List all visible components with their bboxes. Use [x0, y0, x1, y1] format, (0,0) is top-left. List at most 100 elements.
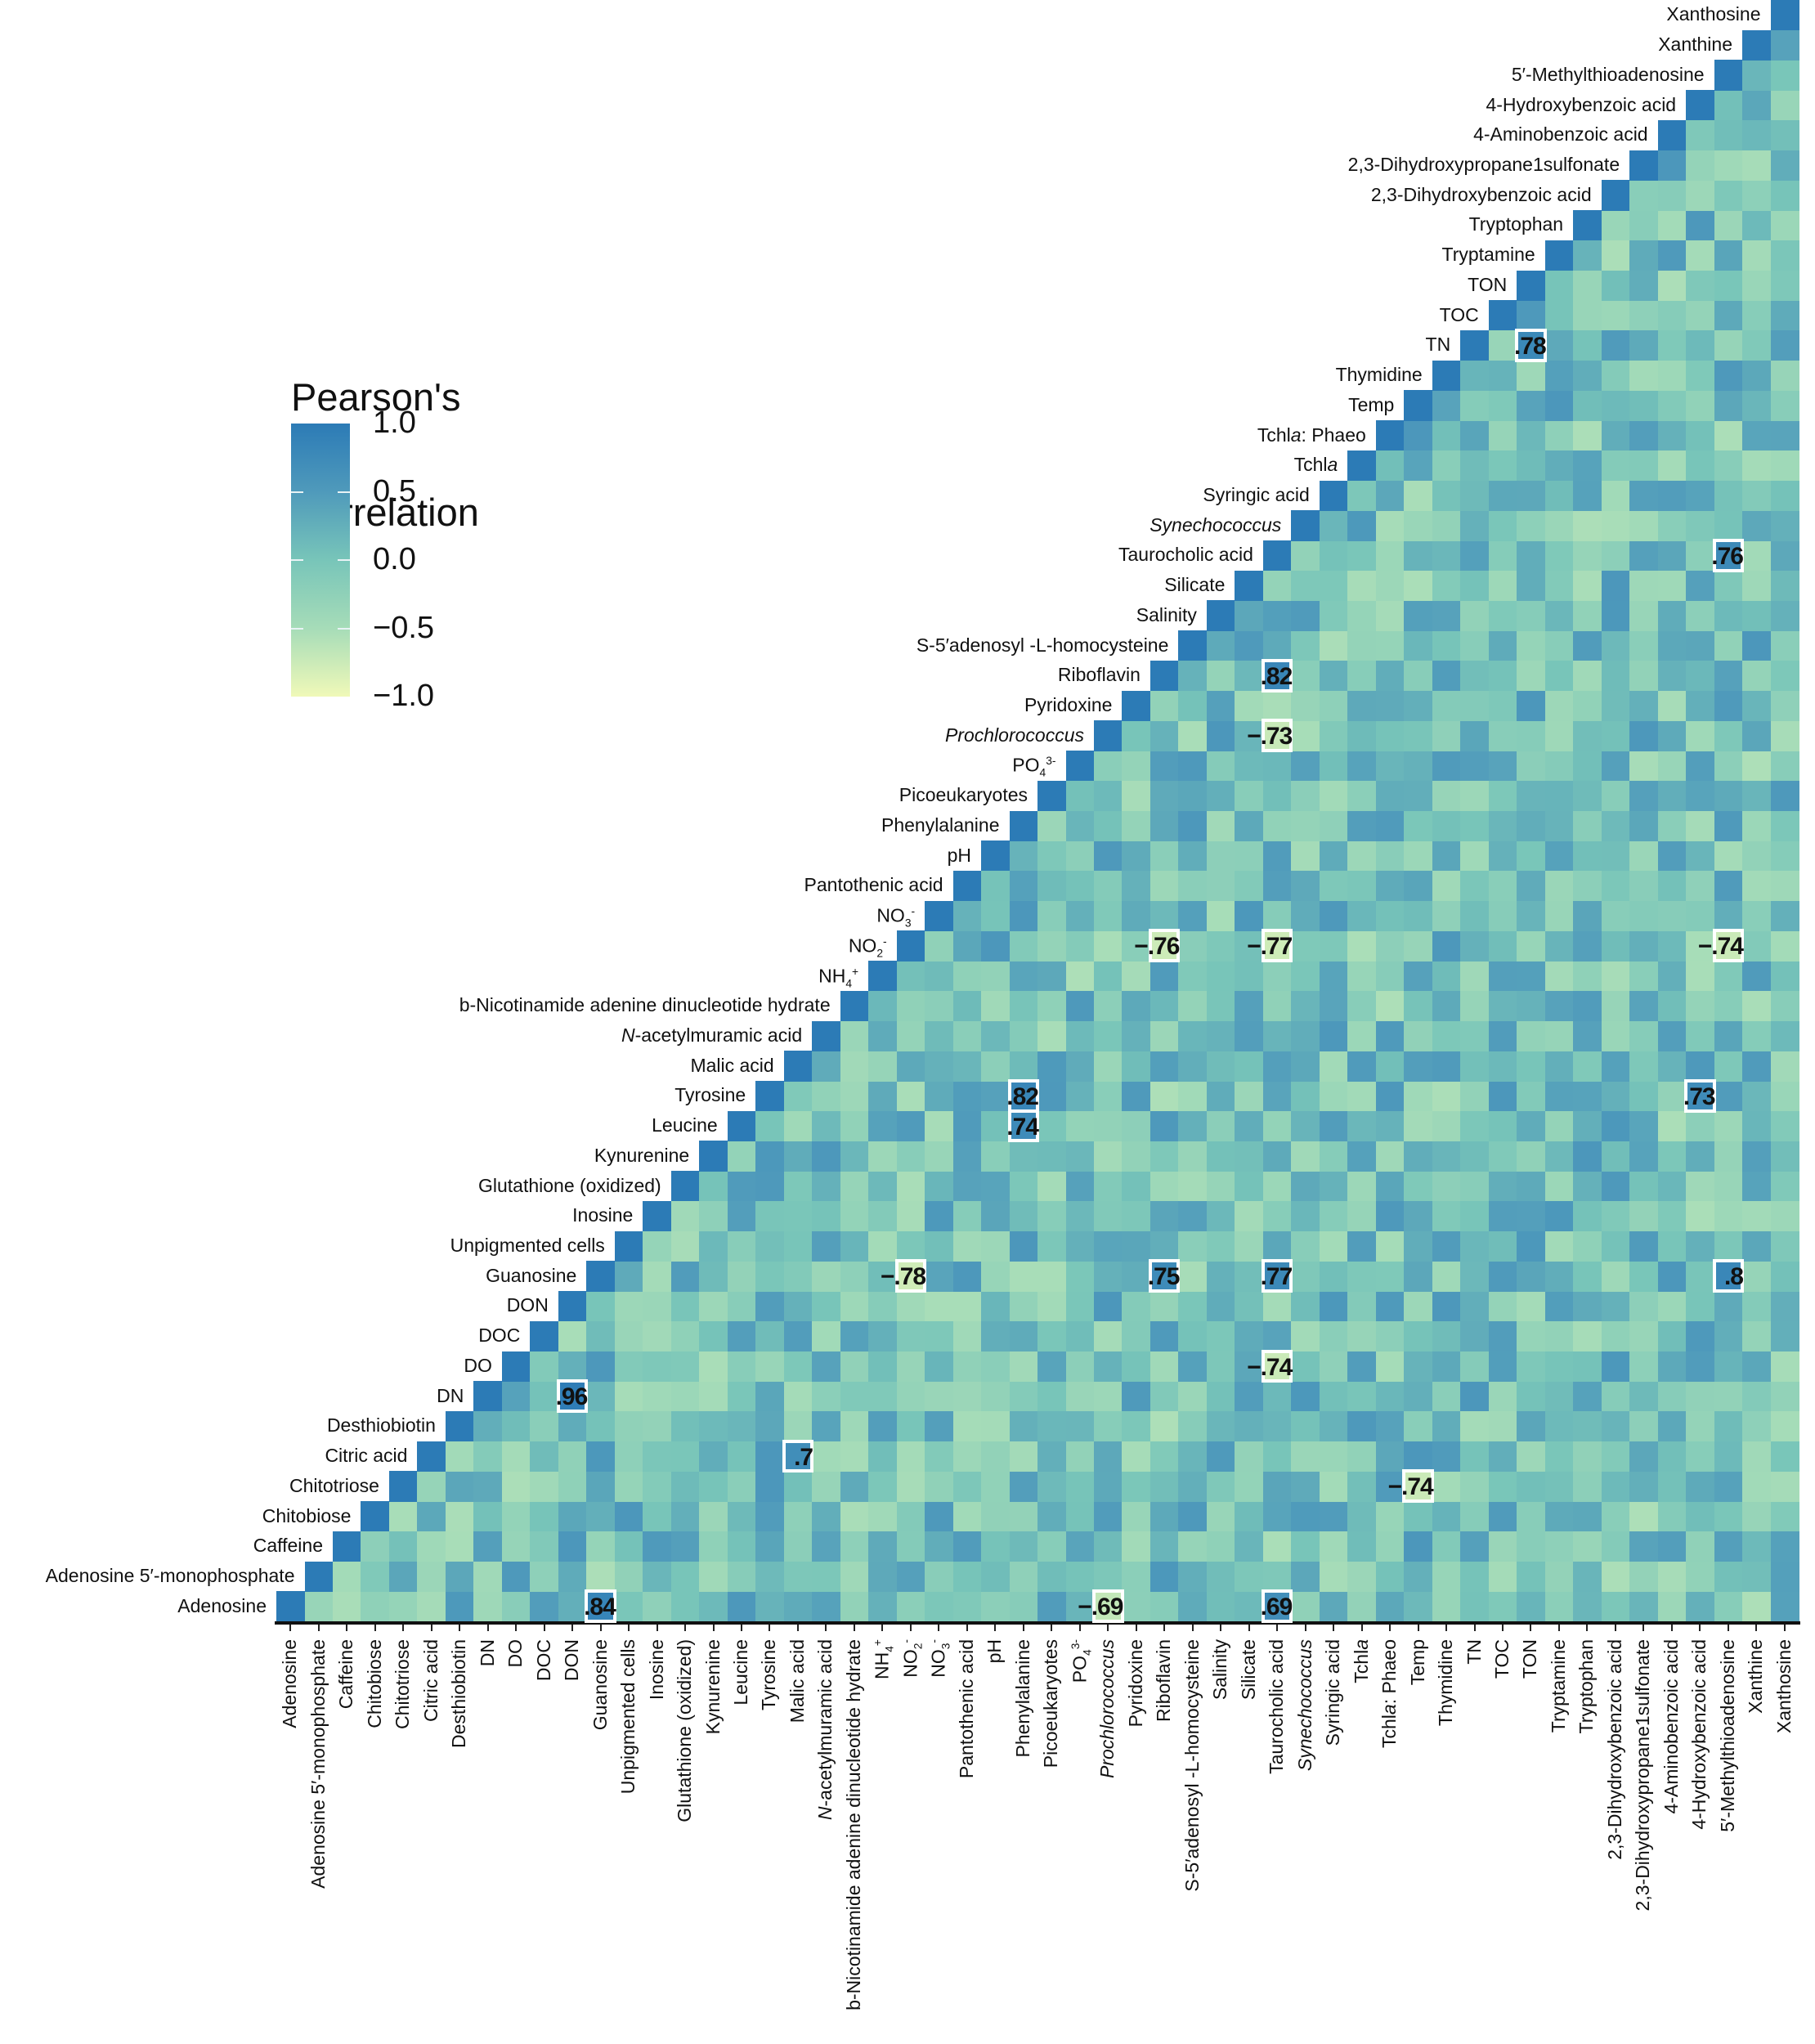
heatmap-cell	[1094, 780, 1123, 812]
heatmap-cell	[1629, 990, 1659, 1022]
heatmap-cell	[1770, 1230, 1799, 1262]
heatmap-cell	[1206, 1531, 1235, 1562]
legend-label-min: −1.0	[373, 679, 435, 713]
heatmap-cell	[1347, 1020, 1377, 1051]
heatmap-cell	[1544, 1531, 1574, 1562]
heatmap-cell	[501, 1410, 531, 1442]
heatmap-cell	[1601, 810, 1630, 841]
heatmap-cell	[1714, 1110, 1743, 1141]
heatmap-cell	[1460, 1200, 1490, 1232]
x-axis-tick	[430, 1623, 432, 1631]
heatmap-cell	[925, 1261, 954, 1292]
highlight-box	[1515, 328, 1547, 362]
heatmap-cell	[1629, 870, 1659, 902]
heatmap-cell	[1262, 1531, 1292, 1562]
heatmap-cell	[1573, 870, 1602, 902]
heatmap-cell	[1544, 1591, 1574, 1622]
heatmap-cell	[840, 1261, 869, 1292]
heatmap-cell	[1573, 840, 1602, 872]
heatmap-cell	[1235, 961, 1264, 992]
heatmap-cell	[1742, 180, 1772, 211]
heatmap-cell	[1065, 751, 1095, 782]
heatmap-cell	[1714, 90, 1743, 121]
heatmap-cell	[614, 1591, 643, 1622]
color-legend: Pearson's Correlation 1.0 0.5 0.0 −0.5 −…	[291, 301, 479, 711]
heatmap-cell	[1347, 480, 1377, 511]
highlight-box	[894, 1259, 927, 1293]
y-axis-label: Tryptophan	[1468, 213, 1564, 235]
heatmap-cell	[1347, 1410, 1377, 1442]
highlight-box	[1712, 539, 1745, 572]
heatmap-cell	[1262, 990, 1292, 1022]
heatmap-cell	[1517, 1051, 1546, 1082]
heatmap-cell	[1517, 690, 1546, 721]
heatmap-cell	[1122, 1081, 1151, 1112]
heatmap-cell	[558, 1410, 587, 1442]
heatmap-cell	[1460, 1320, 1490, 1352]
heatmap-cell	[1544, 930, 1574, 961]
heatmap-cell	[558, 1591, 587, 1622]
heatmap-cell	[1235, 1561, 1264, 1592]
heatmap-cell	[1714, 180, 1743, 211]
heatmap-cell	[1601, 1020, 1630, 1051]
heatmap-cell	[952, 1501, 982, 1532]
heatmap-cell	[1770, 570, 1799, 601]
heatmap-cell	[1544, 1110, 1574, 1141]
heatmap-cell	[1714, 840, 1743, 872]
heatmap-cell	[1629, 1230, 1659, 1262]
heatmap-cell	[1347, 1441, 1377, 1472]
x-axis-tick	[712, 1623, 715, 1631]
x-axis-tick	[402, 1623, 405, 1631]
correlation-value-label: −.69	[1078, 1594, 1123, 1621]
heatmap-cell	[727, 1471, 756, 1502]
heatmap-cell	[1770, 300, 1799, 331]
heatmap-cell	[1657, 1230, 1687, 1262]
heatmap-cell	[1262, 720, 1292, 751]
heatmap-cell	[1432, 1471, 1461, 1502]
heatmap-cell	[1657, 1591, 1687, 1622]
heatmap-cell	[1629, 360, 1659, 391]
heatmap-cell	[812, 1351, 841, 1382]
heatmap-cell	[1686, 1291, 1715, 1322]
heatmap-cell	[925, 1441, 954, 1472]
heatmap-cell	[1657, 1501, 1687, 1532]
heatmap-cell	[614, 1531, 643, 1562]
heatmap-cell	[1714, 870, 1743, 902]
heatmap-cell	[1375, 1110, 1405, 1141]
x-axis-label: Tryptamine	[1547, 1639, 1569, 1733]
heatmap-cell	[952, 1020, 982, 1051]
heatmap-cell	[1206, 1051, 1235, 1082]
heatmap-cell	[1432, 1141, 1461, 1172]
heatmap-cell	[1150, 990, 1179, 1022]
heatmap-cell	[1432, 1410, 1461, 1442]
x-axis-tick	[1586, 1623, 1589, 1631]
highlight-box	[1261, 1589, 1293, 1623]
y-axis-label: DN	[437, 1384, 464, 1406]
x-axis-label: Adenosine	[279, 1639, 301, 1728]
heatmap-cell	[1347, 1051, 1377, 1082]
heatmap-cell	[1206, 630, 1235, 661]
heatmap-cell	[1460, 690, 1490, 721]
heatmap-cell	[868, 990, 898, 1022]
heatmap-cell	[1291, 1591, 1320, 1622]
heatmap-cell	[643, 1291, 672, 1322]
heatmap-cell	[1714, 720, 1743, 751]
heatmap-cell	[868, 1261, 898, 1292]
heatmap-cell	[501, 1351, 531, 1382]
heatmap-cell	[1009, 900, 1038, 931]
x-axis-tick	[656, 1623, 658, 1631]
heatmap-cell	[1742, 510, 1772, 541]
heatmap-cell	[1235, 1591, 1264, 1622]
x-axis-tick	[1417, 1623, 1419, 1631]
heatmap-cell	[1714, 1291, 1743, 1322]
heatmap-cell	[1488, 810, 1517, 841]
heatmap-cell	[868, 1320, 898, 1352]
heatmap-cell	[868, 1381, 898, 1412]
heatmap-cell	[1544, 300, 1574, 331]
x-axis-label: Chitotriose	[392, 1639, 414, 1729]
heatmap-cell	[1686, 510, 1715, 541]
heatmap-cell	[1573, 450, 1602, 482]
heatmap-cell	[783, 1561, 813, 1592]
heatmap-cell	[1686, 1200, 1715, 1232]
heatmap-cell	[1601, 690, 1630, 721]
